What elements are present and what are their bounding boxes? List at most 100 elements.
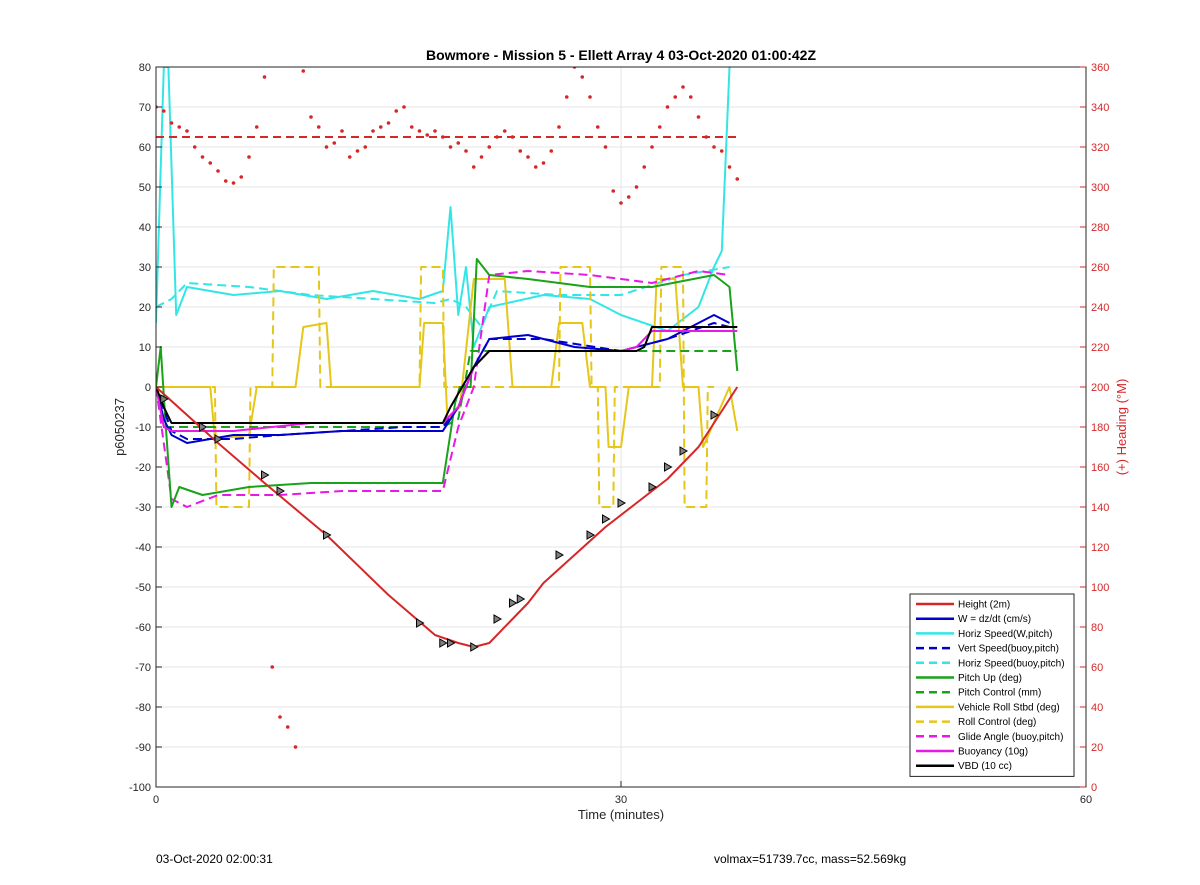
heading-point [619, 201, 623, 205]
y2-tick-label: 60 [1091, 662, 1103, 674]
y2-tick-label: 80 [1091, 622, 1103, 634]
y-tick-label: -40 [135, 542, 151, 554]
y-tick-label: -10 [135, 422, 151, 434]
heading-point [425, 133, 430, 137]
heading-point [549, 149, 554, 153]
heading-point [712, 145, 716, 149]
heading-point [239, 175, 244, 179]
y2-tick-label: 300 [1091, 182, 1109, 194]
y2-tick-label: 120 [1091, 542, 1109, 554]
y-axis-label: p6050237 [112, 398, 127, 456]
y2-tick-label: 340 [1091, 102, 1109, 114]
heading-point [285, 725, 290, 729]
heading-point [464, 149, 468, 153]
heading-point [371, 129, 375, 133]
heading-point [316, 125, 321, 129]
y2-tick-label: 360 [1091, 62, 1109, 74]
y2-tick-label: 0 [1091, 782, 1097, 794]
y-tick-label: 30 [139, 262, 151, 274]
legend-label: W = dz/dt (cm/s) [958, 614, 1031, 625]
legend-label: Roll Control (deg) [958, 717, 1036, 728]
series-line [156, 326, 738, 424]
height-marker [416, 618, 425, 628]
heading-point [200, 155, 205, 159]
heading-point [192, 145, 197, 149]
heading-point [510, 135, 515, 139]
y-tick-label: -70 [135, 662, 151, 674]
series-line [156, 266, 730, 328]
heading-point [673, 95, 678, 99]
heading-point [719, 149, 724, 153]
heading-point [417, 129, 422, 133]
height-marker [199, 422, 208, 432]
chart-title: Bowmore - Mission 5 - Ellett Array 4 03-… [426, 47, 817, 63]
y2-tick-label: 160 [1091, 462, 1109, 474]
x-tick-label: 60 [1080, 794, 1092, 806]
height-marker [509, 598, 518, 608]
heading-point [301, 69, 306, 73]
heading-point [479, 155, 484, 159]
legend-label: Glide Angle (buoy,pitch) [958, 732, 1063, 743]
y-tick-label: 20 [139, 302, 151, 314]
height-marker [493, 614, 503, 624]
y-tick-label: 80 [139, 62, 151, 74]
heading-point [688, 95, 693, 99]
y-tick-label: -90 [135, 742, 151, 754]
heading-point [487, 145, 492, 149]
y2-tick-label: 180 [1091, 422, 1109, 434]
heading-point [247, 155, 251, 159]
heading-point [518, 149, 523, 153]
heading-point [588, 95, 592, 99]
heading-point [394, 109, 399, 113]
heading-point [603, 145, 608, 149]
height-marker [439, 638, 448, 648]
heading-point [177, 125, 182, 129]
heading-point [681, 85, 685, 89]
height-marker [602, 514, 611, 524]
height-marker [214, 434, 224, 444]
series-line [156, 330, 738, 432]
height-marker [261, 470, 270, 480]
axis-ticks: -100-90-80-70-60-50-40-30-20-10010203040… [129, 62, 1109, 806]
heading-point [270, 665, 275, 669]
legend-label: Vert Speed(buoy,pitch) [958, 644, 1059, 655]
y-tick-label: 70 [139, 102, 151, 114]
y2-tick-label: 20 [1091, 742, 1103, 754]
y-tick-label: 60 [139, 142, 151, 154]
heading-point [704, 135, 709, 139]
heading-point [650, 145, 654, 149]
y-tick-label: 10 [139, 342, 151, 354]
height-marker [617, 498, 627, 508]
series-line [156, 270, 730, 508]
heading-point [208, 161, 213, 165]
heading-point [665, 105, 670, 109]
marker-layer [160, 394, 720, 652]
y2-tick-label: 100 [1091, 582, 1109, 594]
x-tick-label: 30 [615, 794, 627, 806]
heading-point [735, 177, 740, 181]
height-marker [555, 550, 565, 560]
heading-point [696, 115, 701, 119]
heading-point [440, 135, 445, 139]
heading-point [471, 165, 476, 169]
height-marker [586, 530, 596, 540]
legend-label: Pitch Control (mm) [958, 688, 1041, 699]
height-marker [276, 486, 286, 496]
legend-label: Height (2m) [958, 600, 1010, 611]
heading-layer [156, 67, 740, 749]
y2-tick-label: 200 [1091, 382, 1109, 394]
height-marker [710, 410, 720, 420]
series-layer [156, 67, 739, 648]
heading-point [657, 125, 662, 129]
heading-point [216, 169, 220, 173]
y-tick-label: -20 [135, 462, 151, 474]
y2-tick-label: 280 [1091, 222, 1109, 234]
series-line [156, 266, 714, 508]
heading-point [541, 161, 546, 165]
heading-point [309, 115, 313, 119]
heading-point [626, 195, 631, 199]
height-marker [160, 394, 169, 404]
height-marker [648, 482, 658, 492]
y2-tick-label: 40 [1091, 702, 1103, 714]
heading-point [642, 165, 647, 169]
